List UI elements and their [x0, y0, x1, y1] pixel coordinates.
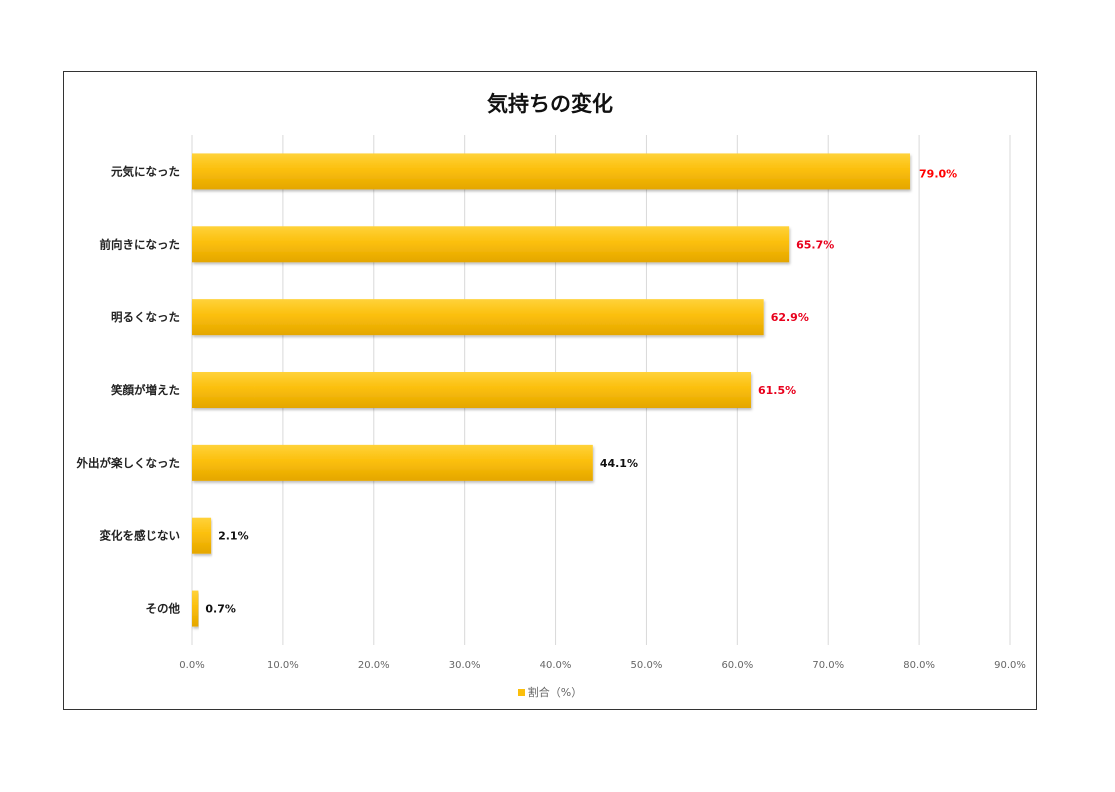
category-label: 変化を感じない — [100, 529, 181, 543]
x-tick-label: 10.0% — [267, 660, 299, 671]
category-label: 外出が楽しくなった — [76, 456, 181, 470]
data-label: 79.0% — [919, 167, 957, 180]
legend-label: 割合（%） — [527, 686, 583, 699]
x-tick-label: 80.0% — [903, 660, 935, 671]
bars — [192, 153, 911, 627]
x-tick-label: 60.0% — [721, 660, 753, 671]
legend: 割合（%） — [64, 684, 1036, 700]
chart-title: 気持ちの変化 — [487, 92, 613, 116]
x-tick-label: 70.0% — [812, 660, 844, 671]
bar — [192, 226, 790, 263]
plot-area: 0.0% 10.0% 20.0% 30.0% 40.0% 50.0% 60.0% 70.0% 8… — [76, 135, 1026, 671]
data-label: 65.7% — [796, 238, 834, 251]
x-tick-label: 90.0% — [994, 660, 1026, 671]
x-tick-label: 50.0% — [631, 660, 663, 671]
data-label: 62.9% — [771, 311, 809, 324]
bar — [192, 590, 199, 627]
data-label: 0.7% — [205, 603, 236, 616]
legend-swatch — [517, 688, 525, 696]
data-label: 2.1% — [218, 530, 249, 543]
data-label: 61.5% — [758, 384, 796, 397]
category-label: その他 — [146, 602, 181, 616]
labels: 0.0% 10.0% 20.0% 30.0% 40.0% 50.0% 60.0% 70.0% 8… — [76, 164, 1026, 671]
x-tick-label: 20.0% — [358, 660, 390, 671]
category-label: 明るくなった — [111, 310, 180, 324]
bar — [192, 517, 212, 554]
category-label: 元気になった — [111, 164, 180, 178]
bar — [192, 444, 593, 481]
x-tick-label: 0.0% — [179, 660, 204, 671]
x-tick-label: 40.0% — [540, 660, 572, 671]
category-label: 笑顔が増えた — [111, 383, 180, 397]
bar — [192, 372, 751, 408]
category-label: 前向きになった — [100, 237, 181, 251]
bar — [192, 153, 911, 190]
x-tick-label: 30.0% — [449, 660, 481, 671]
data-label: 44.1% — [600, 457, 638, 470]
bar — [192, 299, 764, 336]
chart-frame: 気持ちの変化 0.0% 10.0% 20.0% 30.0% 40.0% 50.0% 60.0… — [63, 71, 1037, 710]
